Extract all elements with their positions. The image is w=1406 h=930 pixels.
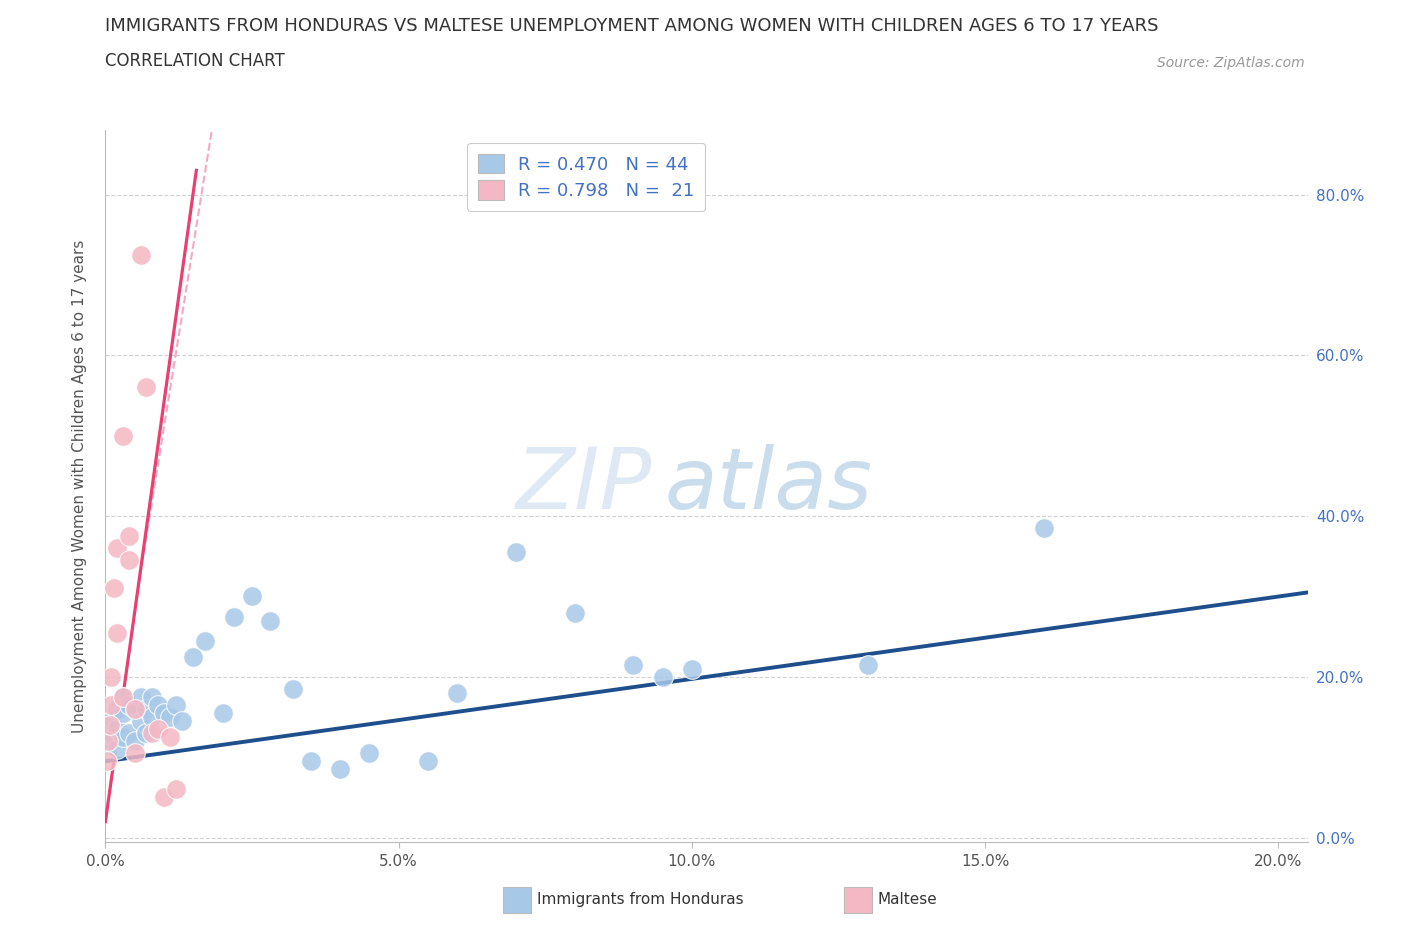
Text: atlas: atlas (665, 445, 873, 527)
Point (96, 754, 118, 769)
Point (105, 625, 128, 640)
Point (100, 713, 122, 728)
Point (651, 670, 673, 684)
Point (105, 722, 128, 737)
Text: Maltese: Maltese (877, 892, 936, 907)
Point (505, 545, 527, 560)
Point (416, 754, 439, 769)
Point (118, 529, 141, 544)
Point (124, 701, 146, 716)
Point (118, 725, 141, 740)
Point (135, 725, 157, 740)
Point (446, 685, 468, 700)
Point (281, 682, 304, 697)
Point (165, 698, 187, 712)
Legend: R = 0.470   N = 44, R = 0.798   N =  21: R = 0.470 N = 44, R = 0.798 N = 21 (467, 143, 706, 210)
Point (1032, 521, 1054, 536)
Text: IMMIGRANTS FROM HONDURAS VS MALTESE UNEMPLOYMENT AMONG WOMEN WITH CHILDREN AGES : IMMIGRANTS FROM HONDURAS VS MALTESE UNEM… (105, 18, 1159, 35)
Point (240, 589, 263, 604)
Point (141, 710, 163, 724)
Point (329, 762, 352, 777)
Point (100, 734, 122, 749)
Point (124, 734, 146, 749)
Point (159, 710, 181, 724)
Point (165, 782, 187, 797)
Point (856, 658, 879, 672)
Point (259, 613, 281, 628)
Point (194, 633, 217, 648)
Point (118, 698, 141, 712)
Point (170, 713, 193, 728)
Point (97, 737, 120, 752)
Point (135, 701, 157, 716)
Point (118, 552, 141, 567)
Point (112, 706, 135, 721)
Point (129, 713, 152, 728)
Point (105, 742, 128, 757)
Point (100, 670, 122, 684)
Text: ZIP: ZIP (516, 445, 652, 527)
Point (129, 247, 152, 262)
Point (129, 689, 152, 704)
Point (112, 689, 135, 704)
Point (224, 609, 246, 624)
Point (112, 689, 135, 704)
Point (211, 706, 233, 721)
Point (100, 698, 122, 712)
Point (97, 734, 120, 749)
Point (159, 730, 181, 745)
Point (681, 661, 703, 676)
Text: Immigrants from Honduras: Immigrants from Honduras (537, 892, 744, 907)
Point (148, 722, 170, 737)
Point (141, 689, 163, 704)
Point (103, 730, 125, 745)
Point (103, 581, 125, 596)
Point (299, 754, 322, 769)
Point (153, 790, 176, 804)
Y-axis label: Unemployment Among Women with Children Ages 6 to 17 years: Unemployment Among Women with Children A… (72, 239, 87, 733)
Point (153, 706, 176, 721)
Point (105, 701, 128, 716)
Point (135, 380, 157, 395)
Point (124, 746, 146, 761)
Point (359, 746, 381, 761)
Point (141, 725, 163, 740)
Point (105, 540, 128, 555)
Point (112, 428, 135, 443)
Text: CORRELATION CHART: CORRELATION CHART (105, 52, 285, 70)
Point (564, 605, 586, 620)
Point (183, 649, 205, 664)
Point (124, 701, 146, 716)
Point (148, 698, 170, 712)
Point (112, 730, 135, 745)
Text: Source: ZipAtlas.com: Source: ZipAtlas.com (1157, 56, 1305, 70)
Point (621, 658, 644, 672)
Point (98, 718, 121, 733)
